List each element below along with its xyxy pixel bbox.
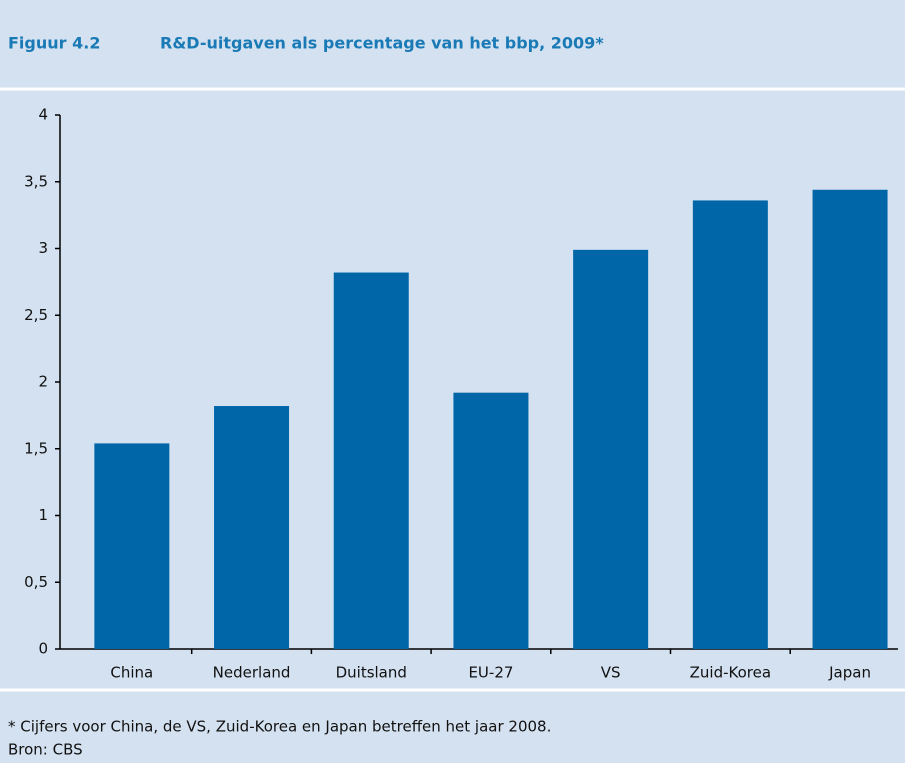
bar xyxy=(692,200,768,649)
x-tick-label: China xyxy=(110,664,153,682)
y-tick-label: 2 xyxy=(38,373,48,391)
x-tick-label: Duitsland xyxy=(336,664,407,682)
y-tick-label: 3,5 xyxy=(24,172,48,190)
footnote: * Cijfers voor China, de VS, Zuid-Korea … xyxy=(8,718,551,736)
bar xyxy=(333,272,409,649)
y-tick-label: 3 xyxy=(38,239,48,257)
x-tick-label: VS xyxy=(601,664,621,682)
x-tick-label: Zuid-Korea xyxy=(690,664,771,682)
y-tick-label: 0,5 xyxy=(24,573,48,591)
source: Bron: CBS xyxy=(8,741,83,759)
y-tick-label: 2,5 xyxy=(24,306,48,324)
bar xyxy=(94,443,170,649)
y-tick-label: 1 xyxy=(38,506,48,524)
y-tick-label: 0 xyxy=(38,640,48,658)
chart-title: R&D-uitgaven als percentage van het bbp,… xyxy=(160,34,604,53)
bar xyxy=(214,406,290,649)
x-tick-label: Nederland xyxy=(213,664,291,682)
y-tick-label: 4 xyxy=(38,106,48,124)
bar xyxy=(453,392,529,649)
x-tick-label: EU-27 xyxy=(468,664,513,682)
bar xyxy=(573,249,649,649)
x-tick-label: Japan xyxy=(828,664,871,682)
figure-label: Figuur 4.2 xyxy=(8,34,100,53)
y-tick-label: 1,5 xyxy=(24,439,48,457)
bar xyxy=(812,189,888,649)
